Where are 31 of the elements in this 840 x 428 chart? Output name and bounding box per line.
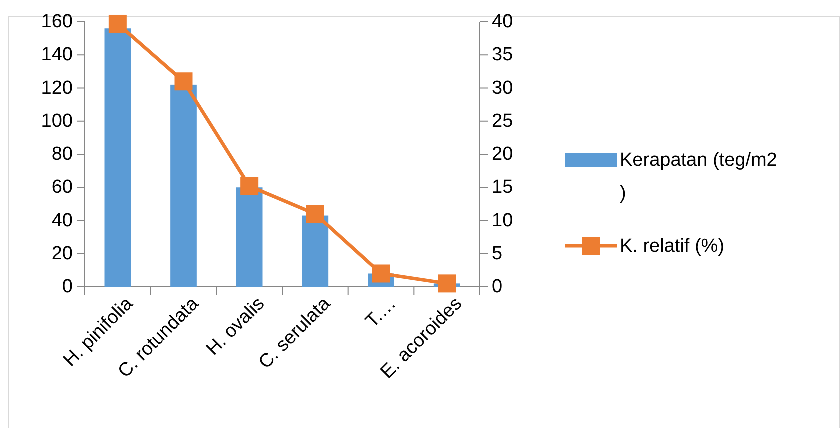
- y-tick-label: 20: [52, 243, 73, 264]
- point: [306, 205, 324, 224]
- y-tick-label: 160: [41, 12, 73, 32]
- point: [240, 177, 259, 196]
- x-tick-label: T.…: [362, 294, 401, 332]
- y2-tick-label: 40: [492, 12, 514, 32]
- bar: [170, 84, 197, 287]
- bar: [104, 28, 132, 287]
- legend-label: K. relatif (%): [620, 236, 725, 256]
- y-tick-label: 80: [52, 144, 73, 165]
- bar: [302, 216, 329, 287]
- y2-tick-label: 5: [492, 243, 503, 264]
- legend-label: Kerapatan (teg/m2): [620, 150, 778, 204]
- y2-tick-label: 35: [492, 44, 514, 66]
- y2-tick-label: 25: [492, 110, 514, 132]
- y-tick-label: 120: [41, 78, 73, 99]
- point: [174, 72, 193, 91]
- y-tick-label: 60: [52, 177, 73, 198]
- point: [372, 264, 390, 283]
- y2-tick-label: 15: [492, 177, 514, 198]
- y2-tick-label: 10: [492, 210, 514, 232]
- y-tick-label: 40: [52, 210, 73, 232]
- y2-tick-label: 0: [492, 276, 503, 298]
- bar: [236, 188, 263, 287]
- y2-tick-label: 20: [492, 144, 514, 165]
- point: [438, 274, 456, 293]
- y-tick-label: 140: [41, 44, 73, 66]
- y-tick-label: 0: [62, 276, 73, 298]
- y-tick-label: 100: [41, 110, 73, 132]
- point: [108, 14, 127, 33]
- y2-tick-label: 30: [492, 78, 514, 99]
